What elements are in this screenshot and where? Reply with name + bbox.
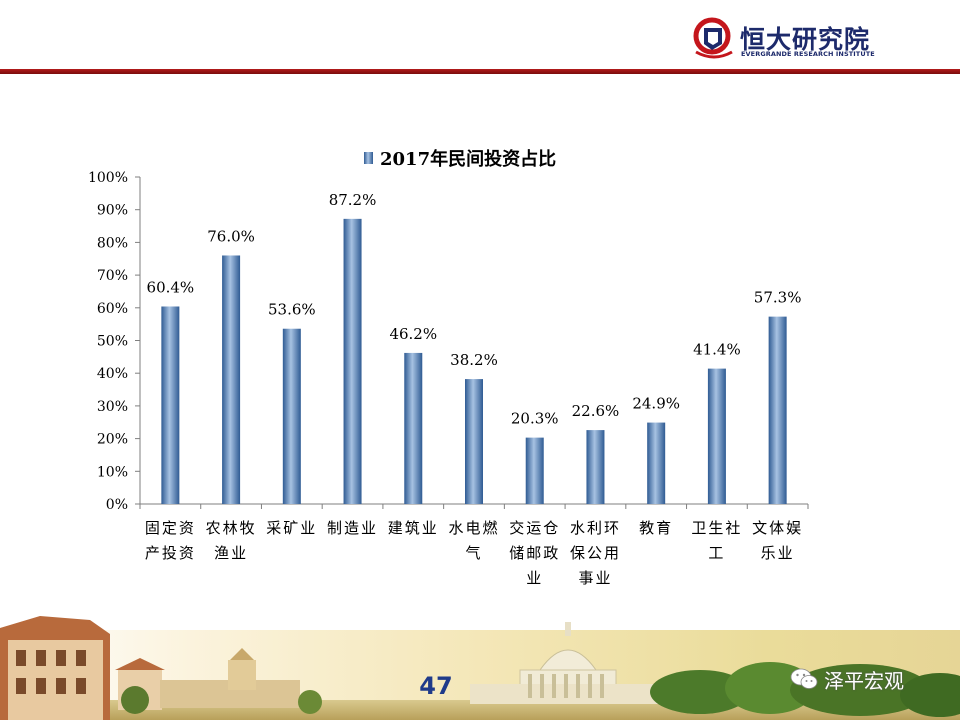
- bar-value-label: 24.9%: [632, 395, 680, 413]
- category-label: 固定资: [145, 519, 196, 537]
- bar-chart: 2017年民间投资占比 0% 10% 20% 30% 40% 50% 60% 70% 80% 90…: [88, 148, 809, 587]
- y-tick-label: 70%: [97, 268, 128, 284]
- bar: [222, 255, 241, 504]
- legend-label: 2017年民间投资占比: [380, 148, 556, 170]
- category-label: 储邮政: [509, 544, 560, 562]
- bar: [707, 368, 726, 504]
- category-label: 建筑业: [388, 519, 439, 537]
- y-tick-label: 20%: [97, 432, 128, 448]
- category-label: 保公用: [570, 544, 621, 562]
- bar-value-label: 60.4%: [147, 278, 195, 296]
- category-label: 制造业: [327, 519, 378, 537]
- category-label: 乐业: [761, 544, 795, 562]
- category-label: 采矿业: [266, 519, 317, 537]
- bar-value-label: 41.4%: [693, 341, 741, 359]
- bar-value-label: 53.6%: [268, 301, 316, 319]
- brand-name-en: EVERGRANDE RESEARCH INSTITUTE: [741, 50, 875, 58]
- watermark-text: 泽平宏观: [824, 668, 904, 693]
- y-tick-label: 10%: [97, 464, 128, 480]
- category-label: 水利环: [570, 519, 621, 537]
- category-label: 渔业: [214, 544, 248, 562]
- category-label: 文体娱: [752, 519, 803, 537]
- chart-axes: 0% 10% 20% 30% 40% 50% 60% 70% 80% 90% 100%: [88, 170, 809, 513]
- y-tick-label: 50%: [97, 334, 128, 350]
- y-tick-label: 100%: [88, 170, 128, 186]
- wechat-watermark: 泽平宏观: [790, 664, 904, 694]
- evergrande-logo: 恒大研究院 EVERGRANDE RESEARCH INSTITUTE: [692, 16, 882, 62]
- footer-scenery: [0, 600, 960, 720]
- category-label: 事业: [578, 569, 612, 587]
- bar: [647, 422, 666, 504]
- header-divider: [0, 69, 960, 74]
- category-label: 水电燃: [448, 519, 499, 537]
- bar-value-label: 38.2%: [450, 351, 498, 369]
- y-tick-label: 40%: [97, 366, 128, 382]
- bar-value-label: 20.3%: [511, 410, 559, 428]
- bar: [404, 352, 423, 504]
- y-tick-label: 60%: [97, 301, 128, 317]
- category-label: 气: [465, 544, 482, 562]
- bar: [768, 316, 787, 504]
- chart-legend: 2017年民间投资占比: [364, 148, 556, 170]
- evergrande-logo-icon: [693, 17, 733, 59]
- bar-value-label: 22.6%: [572, 402, 620, 420]
- bar-value-label: 76.0%: [207, 227, 255, 245]
- category-label: 教育: [639, 519, 673, 537]
- chart-data-labels: 60.4% 76.0% 53.6% 87.2% 46.2% 38.2% 20.3% 22.6%…: [147, 191, 802, 428]
- chart-bars: [161, 218, 787, 504]
- bar: [465, 379, 483, 504]
- y-tick-label: 80%: [97, 235, 128, 251]
- chart-area: 2017年民间投资占比 0% 10% 20% 30% 40% 50% 60% 70% 80% 90…: [0, 130, 960, 600]
- bar: [525, 437, 544, 504]
- wechat-icon: [790, 668, 818, 689]
- bar-value-label: 46.2%: [389, 325, 437, 343]
- y-tick-label: 90%: [97, 203, 128, 219]
- category-label: 工: [708, 544, 725, 562]
- category-label: 交运仓: [509, 519, 560, 537]
- bar-value-label: 57.3%: [754, 289, 802, 307]
- bar: [343, 218, 362, 504]
- bar-value-label: 87.2%: [329, 191, 377, 209]
- y-tick-label: 30%: [97, 399, 128, 415]
- slide-header: 恒大研究院 EVERGRANDE RESEARCH INSTITUTE: [0, 0, 960, 74]
- legend-swatch: [364, 152, 373, 164]
- category-label: 卫生社: [691, 519, 742, 537]
- page-number: 47: [419, 672, 453, 700]
- category-label: 农林牧: [206, 519, 257, 537]
- y-tick-label: 0%: [106, 497, 128, 513]
- bar: [161, 306, 180, 504]
- bar: [586, 430, 605, 504]
- footer-buildings-illustration: [0, 616, 960, 720]
- category-label: 业: [526, 569, 543, 587]
- category-label: 产投资: [145, 544, 196, 562]
- brand-name-cn: 恒大研究院: [740, 25, 871, 54]
- bar: [282, 328, 301, 504]
